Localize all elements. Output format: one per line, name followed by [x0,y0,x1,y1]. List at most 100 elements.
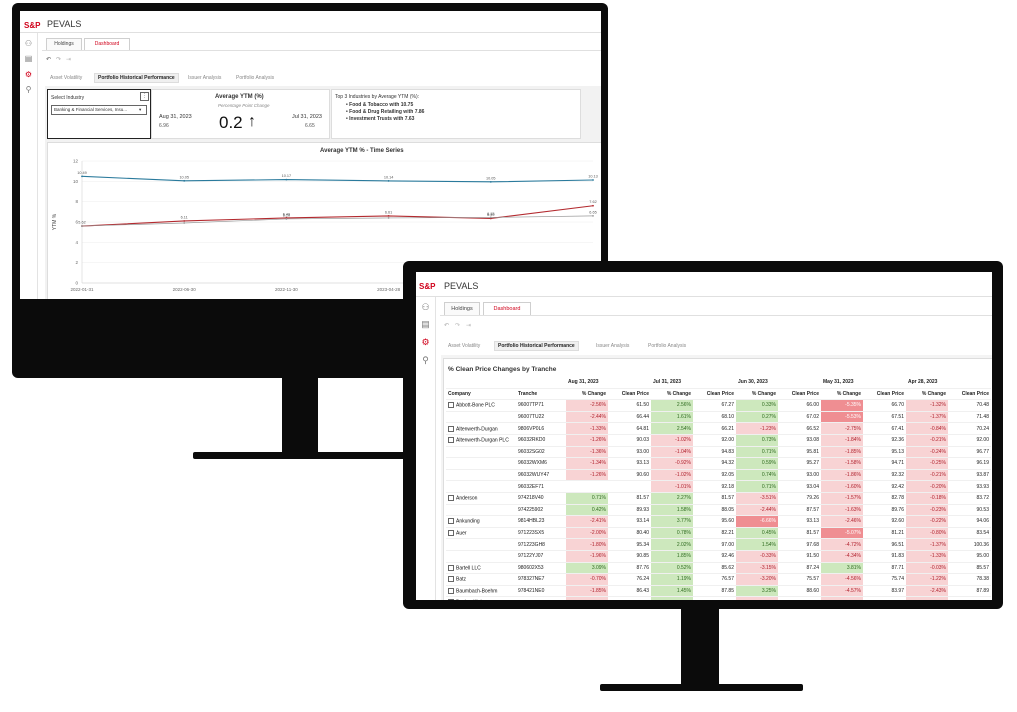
change-cell: -1.80% [566,538,608,551]
price-cell: 97.00 [693,538,736,551]
forward-icon[interactable]: ⇥ [466,323,472,329]
price-cell: 92.00 [693,434,736,447]
document-icon[interactable]: ▤ [24,54,33,63]
expand-checkbox-icon[interactable] [448,576,454,583]
change-cell: 0.33% [736,399,778,412]
change-cell: -2.46% [821,515,863,528]
kpi-right-value: 6.65 [305,123,315,129]
subtab-portfolio-analysis[interactable]: Portfolio Analysis [648,343,687,349]
expand-checkbox-icon[interactable] [448,529,454,536]
tranche-cell: 96032RKD0 [516,434,566,447]
subtab-portfolio-analysis[interactable]: Portfolio Analysis [236,75,275,81]
change-cell: 1.54% [736,538,778,551]
company-cell[interactable]: Batz [446,573,516,586]
forward-icon[interactable]: ⇥ [66,57,72,63]
tab-holdings[interactable]: Holdings [444,302,480,316]
price-cell: 88.05 [693,504,736,517]
subtab-portfolio-historical-performance[interactable]: Portfolio Historical Performance [94,73,179,83]
expand-checkbox-icon[interactable] [448,437,454,444]
series-point [592,179,594,181]
redo-icon[interactable]: ↷ [56,57,62,63]
industry-select[interactable]: Banking & Financial Services, Insu... ▾ [51,105,147,115]
price-cell: 67.27 [693,399,736,412]
change-cell: -1.37% [906,411,948,424]
price-header[interactable]: Clean Price [948,388,991,401]
price-header[interactable]: Clean Price [778,388,821,401]
dashboard-icon[interactable]: ⚙ [421,337,430,347]
change-header[interactable]: % Change [736,388,778,401]
price-cell: 92.42 [863,480,906,493]
change-header[interactable]: % Change [651,388,693,401]
expand-checkbox-icon[interactable] [448,518,454,525]
subtab-issuer-analysis[interactable]: Issuer Analysis [596,343,630,349]
price-cell: 87.57 [778,504,821,517]
subtab-issuer-analysis[interactable]: Issuer Analysis [188,75,222,81]
app-title: PEVALS [444,281,479,291]
company-cell [446,538,516,551]
monitor-back-base [193,452,405,459]
change-cell: 1.19% [651,573,693,586]
blank-header [516,377,566,389]
expand-checkbox-icon[interactable] [448,599,454,600]
expand-checkbox-icon[interactable] [448,402,454,409]
change-header[interactable]: % Change [566,388,608,401]
subtab-asset-volatility[interactable]: Asset Volatility [448,343,481,349]
series-point [489,180,492,183]
settings-icon[interactable]: ⚲ [25,85,32,94]
change-cell: -1.23% [736,422,778,435]
company-cell[interactable]: Auer [446,527,516,540]
expand-checkbox-icon[interactable] [448,587,454,594]
change-cell: -0.80% [906,527,948,540]
change-header[interactable]: % Change [821,388,863,401]
company-header[interactable]: Company [446,388,516,401]
company-cell[interactable]: Ankunding [446,515,516,528]
table-row: 974225902 0.42% 89.93 1.58% 88.05 -2.44% 87.57… [446,504,991,517]
company-cell[interactable]: Abbott-Bone PLC [446,399,516,412]
price-change-table: Aug 31, 2023 Jul 31, 2023 Jun 30, 2023 M… [446,377,991,600]
price-cell: 89.93 [608,504,651,517]
company-cell[interactable]: Becker-Klein [446,596,516,600]
price-header[interactable]: Clean Price [608,388,651,401]
tab-dashboard[interactable]: Dashboard [483,302,531,316]
price-cell: 86.43 [608,585,651,598]
company-cell[interactable]: Altenwerth-Durgan [446,422,516,435]
company-name: Ankunding [456,518,480,525]
price-cell: 83.76 [863,596,906,600]
app-title: PEVALS [47,19,82,29]
side-rail [20,33,38,299]
holdings-icon[interactable]: ⚇ [24,39,33,48]
company-cell[interactable]: Anderson [446,492,516,505]
chevron-down-icon: ▾ [139,107,142,112]
company-name: Abbott-Bone PLC [456,402,495,409]
subtab-portfolio-historical-performance[interactable]: Portfolio Historical Performance [494,341,579,351]
expand-checkbox-icon[interactable] [448,425,454,432]
more-options-icon[interactable]: ⋮ [140,92,149,101]
price-header[interactable]: Clean Price [863,388,906,401]
change-cell: -1.02% [651,469,693,482]
change-cell: -1.33% [566,422,608,435]
expand-checkbox-icon[interactable] [448,564,454,571]
document-icon[interactable]: ▤ [421,319,430,329]
price-cell: 90.85 [608,550,651,563]
change-cell: 0.59% [736,457,778,470]
table-row: Ankunding 9814HBL23 -2.41% 93.14 3.77% 95.60-… [446,515,991,528]
dashboard-icon[interactable]: ⚙ [24,70,33,79]
change-cell: -1.85% [566,585,608,598]
price-cell: 92.00 [948,434,991,447]
change-header[interactable]: % Change [906,388,948,401]
y-tick-label: 12 [73,159,79,164]
settings-icon[interactable]: ⚲ [422,355,429,365]
expand-checkbox-icon[interactable] [448,495,454,502]
subtab-asset-volatility[interactable]: Asset Volatility [50,75,83,81]
undo-icon[interactable]: ↶ [444,323,450,329]
redo-icon[interactable]: ↷ [455,323,461,329]
price-change-table-wrap: Aug 31, 2023 Jul 31, 2023 Jun 30, 2023 M… [446,377,991,600]
company-cell[interactable]: Baumbach-Boehm [446,585,516,598]
price-cell: 76.57 [693,573,736,586]
price-header[interactable]: Clean Price [693,388,736,401]
tranche-header[interactable]: Tranche [516,388,566,401]
undo-icon[interactable]: ↶ [46,57,52,63]
company-cell[interactable]: Bartell LLC [446,562,516,575]
company-cell[interactable]: Altenwerth-Durgan PLC [446,434,516,447]
holdings-icon[interactable]: ⚇ [421,302,430,312]
